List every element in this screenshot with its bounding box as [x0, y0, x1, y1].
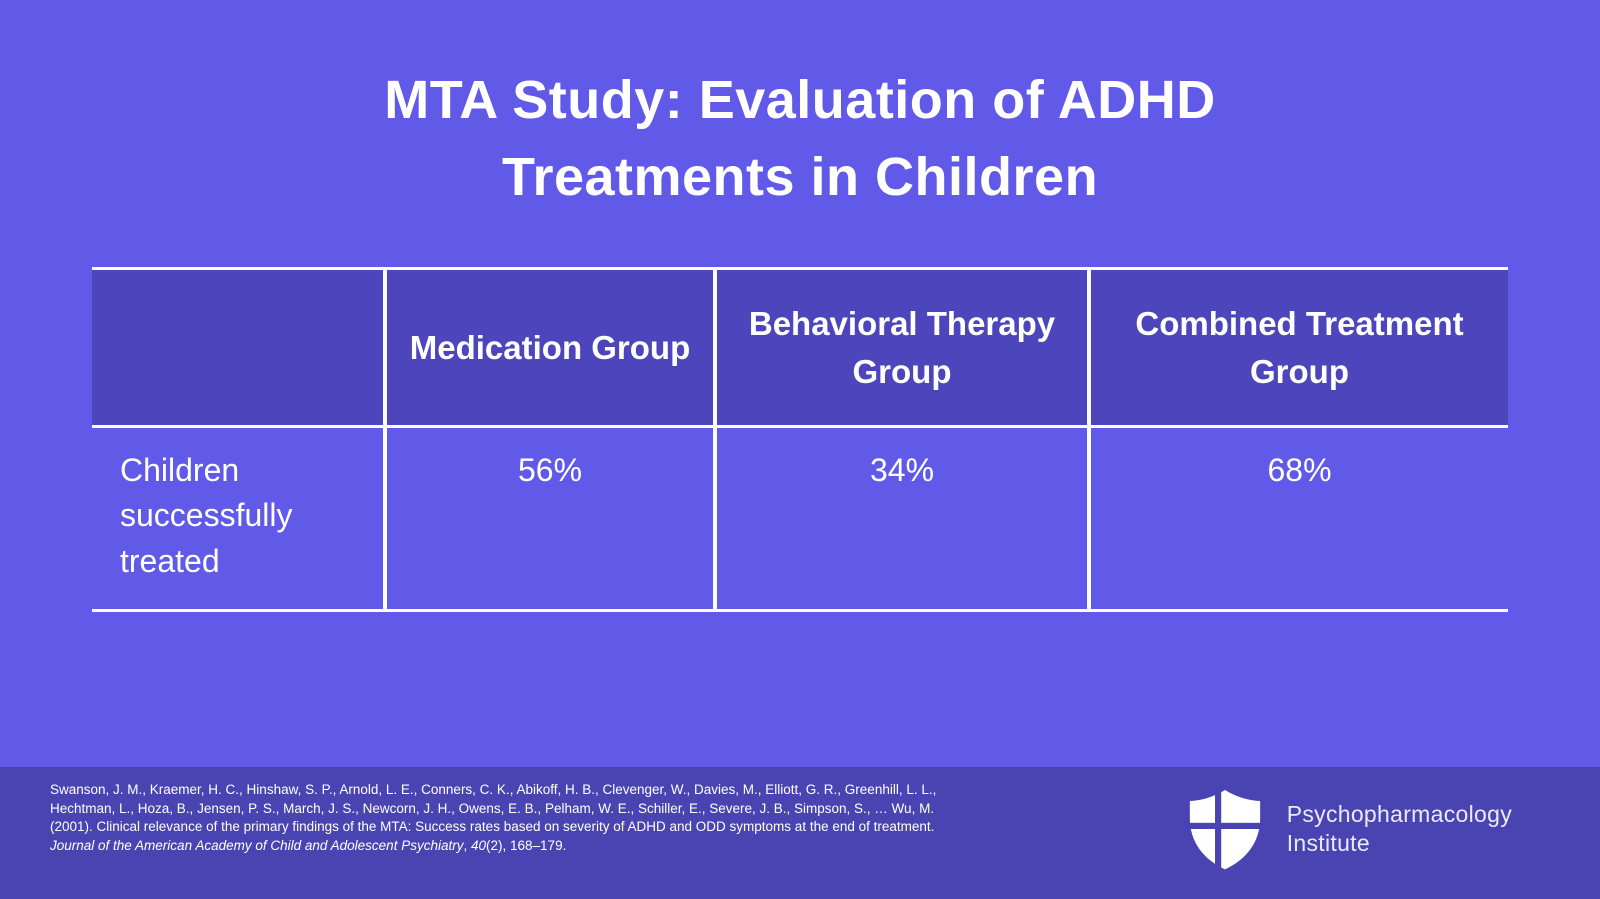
logo-wordmark: Psychopharmacology Institute	[1287, 800, 1512, 858]
slide-title-line-1: MTA Study: Evaluation of ADHD	[384, 70, 1216, 130]
table-header-combined-treatment-group: Combined Treatment Group	[1087, 270, 1508, 428]
logo: Psychopharmacology Institute	[1186, 787, 1512, 871]
table-value-behavioral: 34%	[713, 428, 1087, 609]
table-header-empty-cell	[92, 270, 383, 428]
results-table: Medication Group Behavioral Therapy Grou…	[92, 267, 1508, 612]
table-row-label: Children successfully treated	[120, 452, 293, 579]
shield-cross-icon	[1186, 787, 1263, 871]
logo-wordmark-line-2: Institute	[1286, 830, 1370, 856]
table-data-row: Children successfully treated 56% 34% 68…	[92, 428, 1508, 609]
table-value-medication: 56%	[383, 428, 713, 609]
footer-band: Swanson, J. M., Kraemer, H. C., Hinshaw,…	[0, 767, 1600, 899]
slide-title-line-2: Treatments in Children	[501, 146, 1099, 207]
table-header-behavioral-therapy-group: Behavioral Therapy Group	[713, 270, 1087, 428]
table-header-row: Medication Group Behavioral Therapy Grou…	[92, 270, 1508, 428]
slide-title: MTA Study: Evaluation of ADHD Treatments…	[0, 62, 1600, 215]
table-value-combined: 68%	[1087, 428, 1508, 609]
logo-wordmark-line-1: Psychopharmacology	[1286, 801, 1512, 827]
citation-text: Swanson, J. M., Kraemer, H. C., Hinshaw,…	[50, 782, 937, 853]
table-header-medication-group: Medication Group	[383, 270, 713, 428]
